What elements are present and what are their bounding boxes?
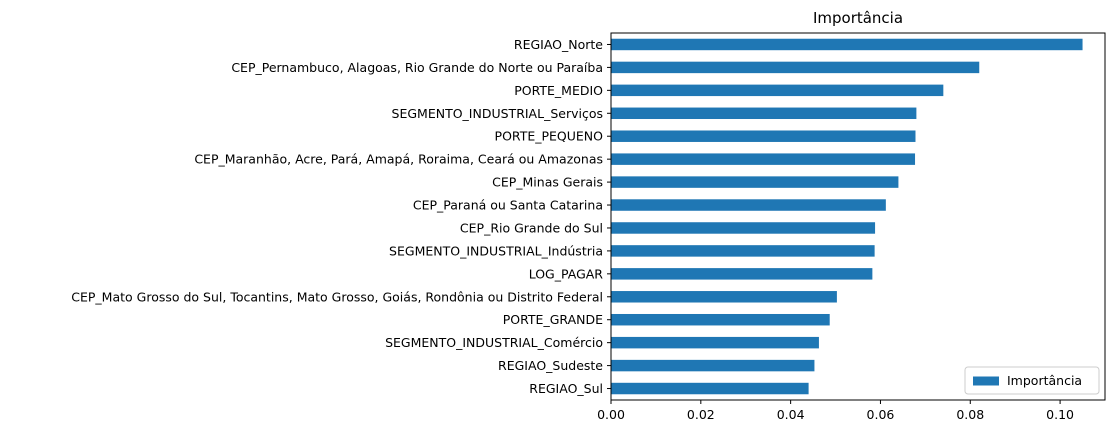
bar xyxy=(611,84,944,97)
bar xyxy=(611,130,916,142)
bar xyxy=(611,268,873,280)
bar xyxy=(611,245,875,257)
bar xyxy=(611,291,837,303)
bar xyxy=(611,382,809,395)
y-tick-label: LOG_PAGAR xyxy=(529,266,604,281)
legend-swatch xyxy=(973,376,999,386)
y-tick-label: CEP_Paraná ou Santa Catarina xyxy=(413,198,603,213)
y-tick-label: CEP_Maranhão, Acre, Pará, Amapá, Roraima… xyxy=(194,152,603,167)
y-tick-label: REGIAO_Sul xyxy=(529,381,603,396)
x-tick-label: 0.04 xyxy=(777,407,805,422)
y-tick-label: PORTE_MEDIO xyxy=(514,83,603,98)
x-tick-label: 0.02 xyxy=(687,407,715,422)
bar xyxy=(611,199,886,211)
x-tick-label: 0.00 xyxy=(597,407,625,422)
y-axis: REGIAO_Norte CEP_Pernambuco, Alagoas, Rio… xyxy=(71,37,611,396)
y-tick-label: SEGMENTO_INDUSTRIAL_Serviços xyxy=(392,106,603,121)
y-tick-label: CEP_Rio Grande do Sul xyxy=(460,220,603,235)
y-tick-label: CEP_Minas Gerais xyxy=(492,175,603,190)
bar xyxy=(611,176,899,188)
y-tick-label: CEP_Mato Grosso do Sul, Tocantins, Mato … xyxy=(71,289,603,304)
legend-label: Importância xyxy=(1007,373,1082,388)
chart-title: Importância xyxy=(813,9,903,27)
legend: Importância xyxy=(964,366,1100,395)
bar xyxy=(611,107,917,120)
y-tick-label: CEP_Pernambuco, Alagoas, Rio Grande do N… xyxy=(231,60,603,75)
bar xyxy=(611,153,916,165)
bar xyxy=(611,313,830,326)
bar xyxy=(611,222,876,234)
y-tick-label: REGIAO_Norte xyxy=(514,37,603,52)
x-axis: 0.00 0.02 0.04 0.06 0.08 0.10 xyxy=(597,400,1074,422)
x-tick-label: 0.06 xyxy=(867,407,895,422)
legend-box xyxy=(964,366,1100,395)
plot-frame xyxy=(610,32,1106,401)
y-tick-label: SEGMENTO_INDUSTRIAL_Comércio xyxy=(385,335,603,350)
bar xyxy=(611,61,980,74)
x-tick-label: 0.08 xyxy=(956,407,984,422)
y-tick-label: SEGMENTO_INDUSTRIAL_Indústria xyxy=(389,243,603,258)
bar xyxy=(611,336,819,349)
bar xyxy=(611,38,1083,51)
y-tick-label: PORTE_GRANDE xyxy=(503,312,603,327)
bar xyxy=(611,359,815,372)
bars-layer xyxy=(611,38,1083,395)
y-tick-label: PORTE_PEQUENO xyxy=(495,129,604,144)
y-tick-label: REGIAO_Sudeste xyxy=(498,358,603,373)
x-tick-label: 0.10 xyxy=(1046,407,1074,422)
